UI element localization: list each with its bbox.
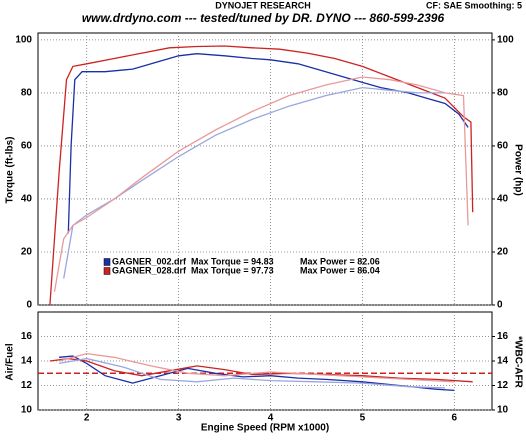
legend-torque: Max Torque = 94.83 [191, 256, 274, 266]
y2-tick-label: 20 [497, 247, 509, 258]
main-plot-frame [37, 32, 493, 306]
y2-tick-label: 80 [497, 88, 509, 99]
x-tick-label: 4 [268, 413, 274, 424]
y-tick-label: 60 [21, 141, 33, 152]
series-line [58, 357, 446, 389]
chart-subtitle: www.drdyno.com --- tested/tuned by DR. D… [82, 11, 445, 25]
y-axis-label: Torque (ft-lbs) [5, 136, 16, 203]
y-tick-label: 12 [21, 380, 33, 391]
y2-axis-label: Power (hp) [512, 144, 523, 196]
series-line [53, 76, 469, 292]
series-line [49, 357, 473, 383]
series-line [63, 86, 446, 279]
legend-torque: Max Torque = 97.73 [191, 265, 274, 275]
y2-tick-label: 60 [497, 141, 509, 152]
y2-tick-label: 40 [497, 194, 509, 205]
legend-label: GAGNER_002.drf [112, 256, 187, 266]
x-tick-label: 3 [176, 413, 182, 424]
y2-tick-label: 10 [497, 405, 509, 416]
x-tick-label: 5 [360, 413, 366, 424]
y-tick-label: 16 [21, 331, 33, 342]
legend-label: GAGNER_028.drf [112, 265, 187, 275]
afr2-axis-label: *WBC-AFR [512, 336, 523, 388]
y2-tick-label: 16 [497, 331, 509, 342]
y2-tick-label: 0 [497, 300, 503, 311]
y2-tick-label: 100 [497, 35, 514, 46]
series-line [49, 45, 474, 306]
legend-power: Max Power = 82.06 [300, 256, 380, 266]
y2-tick-label: 12 [497, 380, 509, 391]
y-tick-label: 14 [21, 356, 33, 367]
afr-axis-label: Air/Fuel [5, 343, 16, 380]
y-tick-label: 100 [15, 35, 32, 46]
series-line [58, 352, 455, 383]
series-line [67, 53, 469, 234]
legend-swatch [103, 258, 111, 266]
y2-tick-label: 14 [497, 356, 509, 367]
settings-text: CF: SAE Smoothing: 5 [426, 0, 522, 10]
y-tick-label: 40 [21, 194, 33, 205]
y-tick-label: 80 [21, 88, 33, 99]
legend-swatch [103, 267, 111, 275]
x-tick-label: 2 [84, 413, 90, 424]
y-tick-label: 20 [21, 247, 33, 258]
chart-title: DYNOJET RESEARCH [215, 0, 311, 10]
legend-power: Max Power = 86.04 [300, 265, 380, 275]
y-tick-label: 10 [21, 405, 33, 416]
x-tick-label: 6 [452, 413, 458, 424]
x-axis-label: Engine Speed (RPM x1000) [201, 423, 329, 434]
y-tick-label: 0 [26, 300, 32, 311]
